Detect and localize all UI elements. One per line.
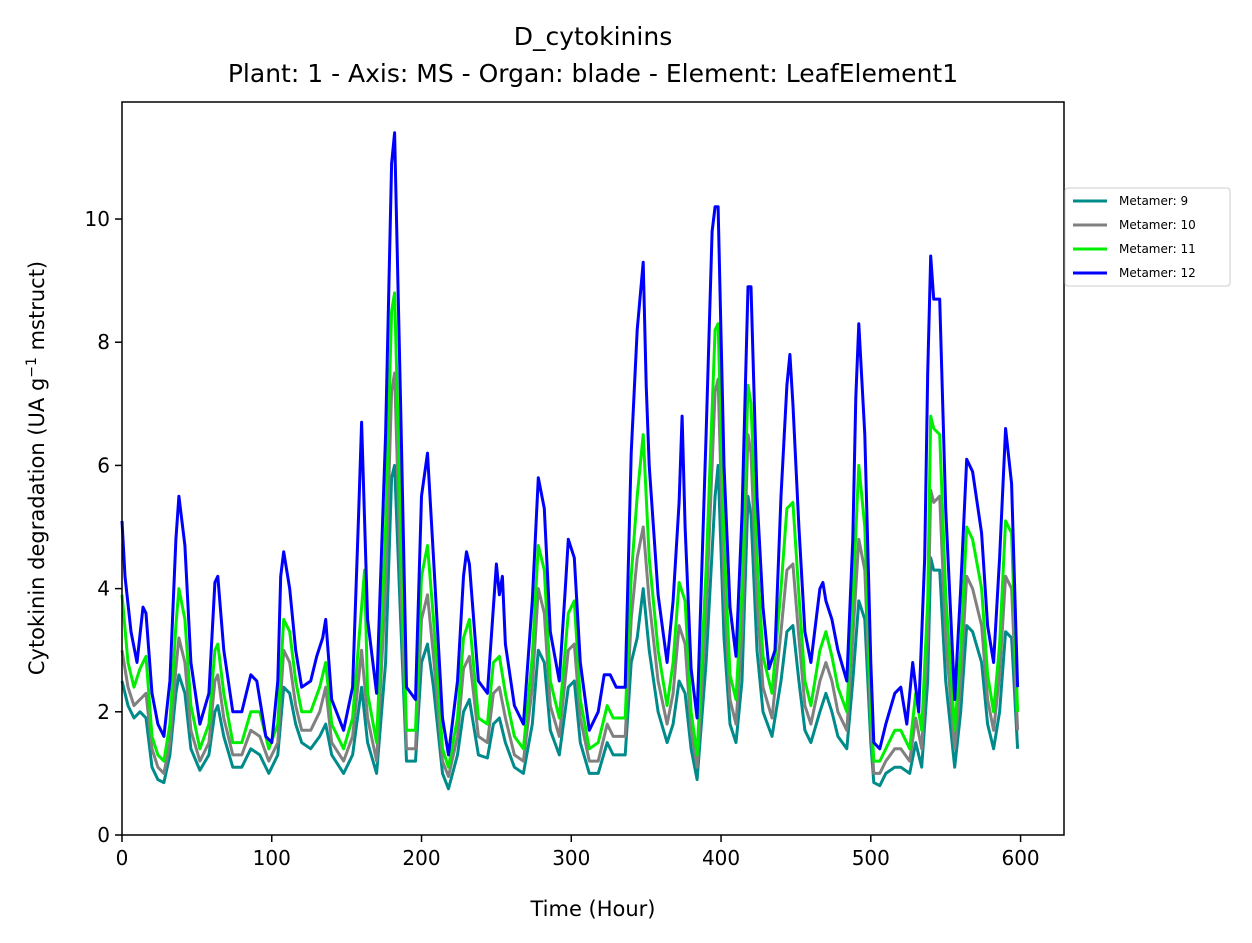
y-tick-label: 10 [85, 207, 110, 231]
series-line-3 [120, 291, 1020, 769]
series-layer [120, 131, 1020, 791]
y-tick-label: 2 [97, 700, 110, 724]
legend-label: Metamer: 12 [1119, 266, 1196, 280]
chart-subtitle: Plant: 1 - Axis: MS - Organ: blade - Ele… [228, 59, 958, 88]
y-tick-label: 0 [97, 823, 110, 847]
x-axis: 0 100 200 300 400 500 600 [116, 835, 1040, 870]
series-line-4 [120, 131, 1020, 757]
x-tick-label: 100 [253, 846, 291, 870]
x-tick-label: 600 [1001, 846, 1039, 870]
x-tick-label: 300 [552, 846, 590, 870]
x-tick-label: 400 [702, 846, 740, 870]
series-line-1 [120, 463, 1020, 791]
legend-label: Metamer: 11 [1119, 242, 1196, 256]
x-tick-label: 200 [402, 846, 440, 870]
legend-label: Metamer: 9 [1119, 194, 1188, 208]
x-axis-label: Time (Hour) [529, 897, 655, 921]
y-tick-label: 6 [97, 453, 110, 477]
x-tick-label: 500 [852, 846, 890, 870]
legend-label: Metamer: 10 [1119, 218, 1196, 232]
y-tick-label: 4 [97, 577, 110, 601]
x-tick-label: 0 [116, 846, 129, 870]
series-line-2 [120, 371, 1020, 778]
y-tick-label: 8 [97, 330, 110, 354]
legend-items: Metamer: 9 Metamer: 10 Metamer: 11 Metamer:… [1073, 194, 1196, 280]
plot-frame [121, 101, 1065, 836]
legend-frame [1064, 187, 1231, 287]
chart-title: D_cytokinins [514, 22, 672, 51]
y-axis: 0 2 4 6 8 10 [85, 207, 122, 847]
legend: Metamer: 9 Metamer: 10 Metamer: 11 Metamer:… [1064, 187, 1231, 287]
y-axis-label: Cytokinin degradation (UA g−1 mstruct) [24, 261, 49, 675]
